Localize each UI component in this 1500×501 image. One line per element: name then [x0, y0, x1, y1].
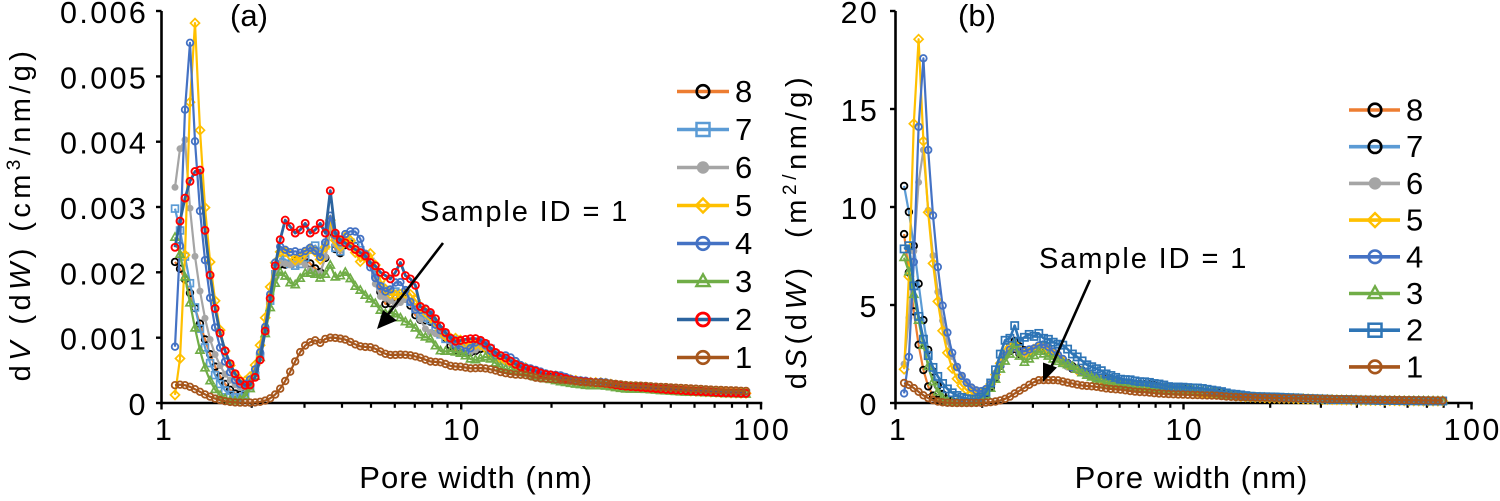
svg-text:3: 3 [735, 264, 752, 299]
svg-text:2: 2 [735, 302, 752, 337]
svg-text:dS(dW) (m2/nm/g): dS(dW) (m2/nm/g) [780, 73, 813, 389]
svg-text:1: 1 [735, 340, 752, 375]
svg-text:Sample ID = 1: Sample ID = 1 [420, 196, 629, 228]
svg-text:8: 8 [1406, 93, 1423, 128]
svg-text:5: 5 [860, 290, 877, 324]
svg-text:2: 2 [1406, 313, 1423, 348]
svg-text:1: 1 [155, 413, 172, 447]
svg-text:8: 8 [735, 74, 752, 109]
svg-text:Sample ID = 1: Sample ID = 1 [1039, 243, 1248, 275]
svg-text:10: 10 [1165, 413, 1204, 447]
svg-text:10: 10 [841, 192, 880, 226]
svg-text:4: 4 [735, 226, 752, 261]
svg-text:7: 7 [1406, 129, 1423, 164]
svg-text:15: 15 [841, 94, 880, 128]
svg-text:0: 0 [860, 388, 877, 422]
svg-text:1: 1 [1406, 349, 1423, 384]
svg-text:dV (dW) (cm3/nm/g): dV (dW) (cm3/nm/g) [4, 47, 37, 382]
svg-text:0.003: 0.003 [60, 192, 148, 226]
svg-text:4: 4 [1406, 239, 1423, 274]
svg-text:6: 6 [735, 150, 752, 185]
svg-text:Pore width (nm): Pore width (nm) [359, 460, 593, 495]
svg-text:5: 5 [1406, 203, 1423, 238]
svg-text:100: 100 [733, 413, 791, 447]
svg-text:(b): (b) [958, 0, 996, 33]
svg-text:20: 20 [841, 0, 880, 30]
svg-text:0.005: 0.005 [60, 61, 148, 95]
svg-text:0.006: 0.006 [60, 0, 148, 30]
svg-text:0.001: 0.001 [60, 323, 148, 357]
svg-text:7: 7 [735, 112, 752, 147]
svg-text:1: 1 [889, 413, 906, 447]
svg-text:100: 100 [1444, 413, 1500, 447]
svg-text:10: 10 [443, 413, 482, 447]
svg-text:Pore width (nm): Pore width (nm) [1075, 460, 1309, 495]
svg-text:3: 3 [1406, 276, 1423, 311]
svg-text:0.002: 0.002 [60, 257, 148, 291]
svg-text:0.004: 0.004 [60, 127, 148, 161]
svg-text:6: 6 [1406, 166, 1423, 201]
svg-text:0: 0 [129, 388, 146, 422]
svg-text:5: 5 [735, 188, 752, 223]
svg-text:(a): (a) [230, 0, 268, 33]
